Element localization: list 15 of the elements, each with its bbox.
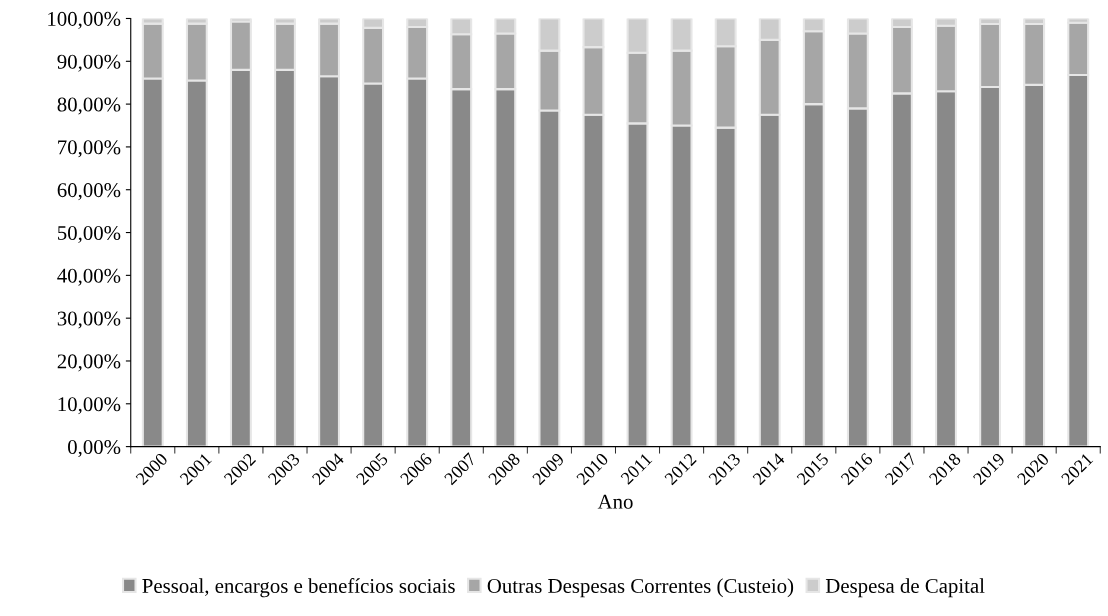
- y-tick-label: 0,00%: [68, 439, 121, 458]
- y-tick-label: 10,00%: [58, 397, 121, 415]
- y-tick-label: 50,00%: [58, 225, 121, 243]
- legend-label: Outras Despesas Correntes (Custeio): [487, 578, 794, 598]
- y-tick-label: 70,00%: [58, 140, 121, 158]
- y-tick-label: 30,00%: [57, 311, 121, 329]
- legend-label: Despesa de Capital: [825, 578, 985, 598]
- y-tick-label: 40,00%: [57, 268, 121, 286]
- y-tick-label: 80,00%: [57, 97, 121, 115]
- y-tick-label: 60,00%: [57, 183, 121, 201]
- y-tick-label: 100,00%: [48, 11, 121, 29]
- y-tick-label: 20,00%: [57, 354, 121, 372]
- legend-label: Pessoal, encargos e benefícios sociais: [142, 578, 455, 598]
- x-axis-title: Ano: [597, 494, 633, 509]
- y-tick-label: 90,00%: [57, 54, 121, 72]
